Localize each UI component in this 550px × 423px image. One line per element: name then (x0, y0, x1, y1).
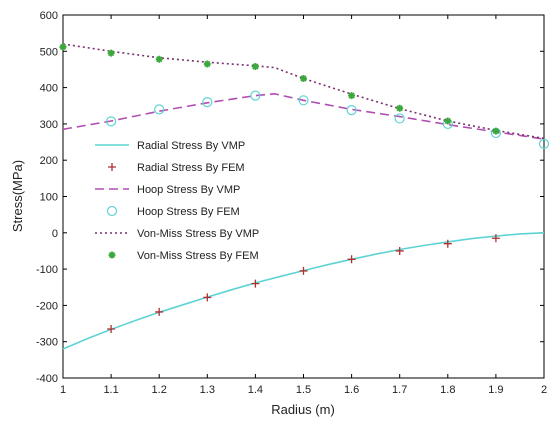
data-point (202, 97, 213, 108)
data-point (251, 63, 259, 71)
data-point (155, 55, 163, 63)
y-tick-label: 100 (40, 192, 58, 204)
y-tick-label: -300 (36, 337, 58, 349)
data-point (107, 49, 115, 57)
legend-swatch (108, 163, 116, 171)
x-axis-label: Radius (m) (271, 402, 335, 417)
y-tick-label: 0 (52, 228, 58, 240)
x-tick-label: 2 (541, 384, 547, 396)
legend-entry: Von-Miss Stress By VMP (95, 228, 259, 240)
x-tick-label: 1.9 (488, 384, 503, 396)
legend-swatch (106, 205, 118, 217)
series-1 (107, 234, 500, 333)
data-point (251, 279, 260, 288)
axis-ticks: 1 1.1 1.2 1.3 1.4 1.5 1.6 1.7 1.8 1.9 2 -400 -300 -20… (36, 10, 547, 396)
x-tick-label: 1 (60, 384, 66, 396)
data-point (105, 116, 117, 127)
legend-label: Radial Stress By VMP (137, 140, 245, 152)
data-point (395, 246, 404, 255)
x-tick-label: 1.4 (248, 384, 263, 396)
legend-label: Hoop Stress By VMP (137, 184, 240, 196)
data-point (347, 255, 356, 264)
y-tick-label: 500 (40, 46, 58, 58)
legend-label: Hoop Stress By FEM (137, 206, 240, 218)
chart-series (59, 43, 550, 350)
data-point (346, 105, 357, 116)
y-tick-label: 300 (40, 119, 58, 131)
series-2 (62, 92, 545, 140)
y-tick-label: 400 (40, 83, 58, 95)
data-point (491, 234, 500, 243)
y-tick-label: 200 (40, 155, 58, 167)
legend-entry: Hoop Stress By FEM (106, 205, 240, 218)
data-point (154, 104, 165, 115)
x-tick-label: 1.3 (200, 384, 215, 396)
data-point (107, 324, 116, 333)
data-point (492, 127, 500, 135)
legend-swatch (108, 251, 116, 259)
y-tick-label: 600 (40, 10, 58, 22)
data-point (394, 113, 405, 124)
data-point (299, 266, 308, 275)
data-point (538, 138, 550, 149)
data-point (444, 117, 452, 125)
x-tick-label: 1.7 (392, 384, 407, 396)
data-point (250, 90, 261, 101)
y-tick-label: -100 (36, 264, 58, 276)
legend-entry: Hoop Stress By VMP (95, 184, 240, 196)
legend-label: Von-Miss Stress By VMP (137, 228, 259, 240)
series-3 (105, 90, 550, 149)
data-point (396, 104, 404, 112)
series-5 (59, 43, 500, 135)
data-point (203, 293, 212, 302)
legend-entry: Radial Stress By VMP (95, 140, 245, 152)
y-axis-label: Stress(MPa) (10, 160, 25, 232)
y-tick-label: -400 (36, 373, 58, 385)
data-point (203, 60, 211, 68)
data-point (348, 92, 356, 100)
x-tick-label: 1.6 (344, 384, 359, 396)
legend-entry: Radial Stress By FEM (108, 162, 245, 174)
x-tick-label: 1.2 (152, 384, 167, 396)
legend-label: Radial Stress By FEM (137, 162, 245, 174)
x-tick-label: 1.1 (103, 384, 118, 396)
legend-label: Von-Miss Stress By FEM (137, 250, 259, 262)
data-point (443, 239, 452, 248)
data-point (155, 307, 164, 316)
data-point (59, 43, 67, 51)
series-line (62, 92, 545, 140)
x-tick-label: 1.5 (296, 384, 311, 396)
y-tick-label: -200 (36, 300, 58, 312)
data-point (300, 75, 307, 83)
legend-entry: Von-Miss Stress By FEM (108, 250, 259, 262)
legend: Radial Stress By VMP Radial Stress By FEM… (95, 140, 259, 262)
x-tick-label: 1.8 (440, 384, 455, 396)
data-point (298, 95, 309, 106)
plot-area (62, 14, 545, 379)
